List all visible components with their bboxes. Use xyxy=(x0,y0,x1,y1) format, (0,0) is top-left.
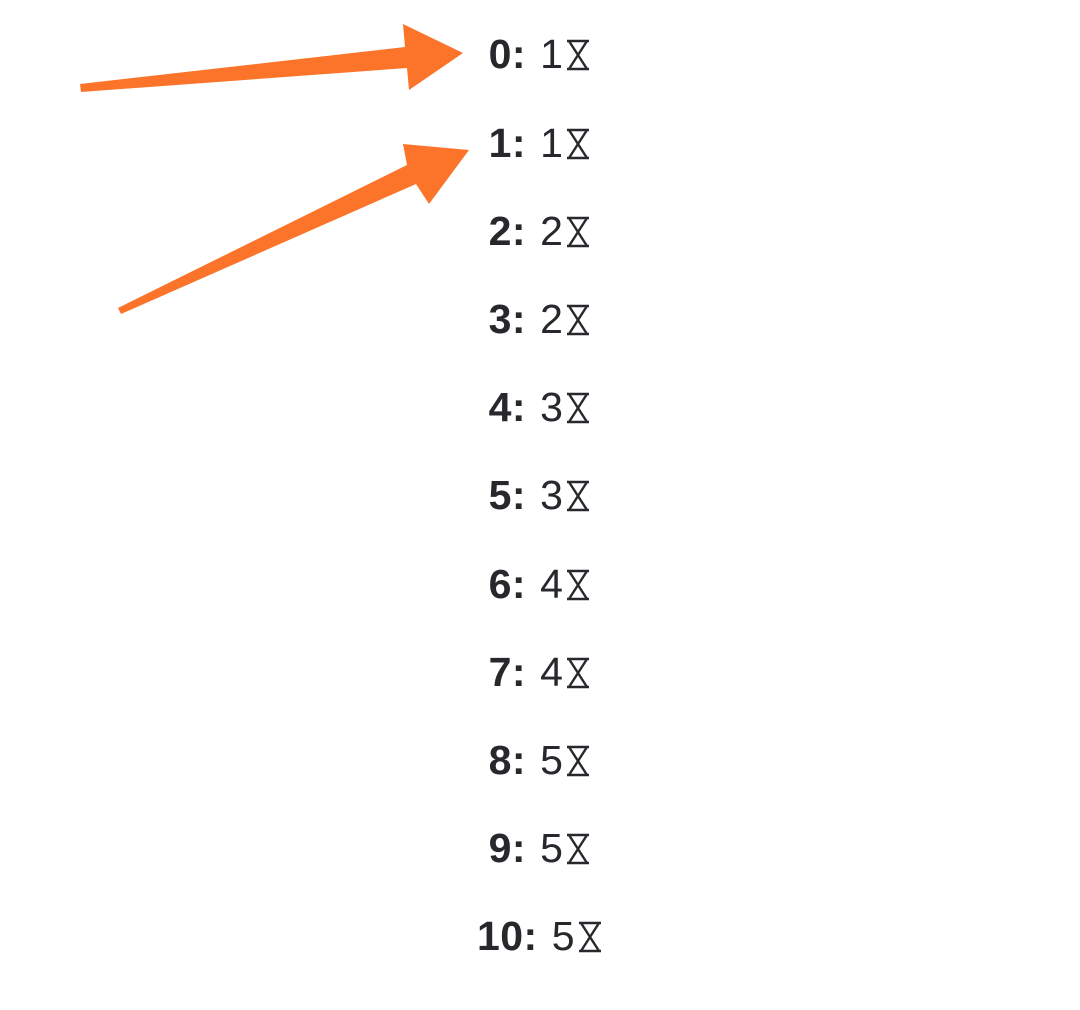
list-item: 7: 4 xyxy=(0,642,1080,702)
hourglass-icon xyxy=(565,657,591,689)
row-key: 5: xyxy=(488,471,527,518)
hourglass-icon xyxy=(565,216,591,248)
row-key: 10: xyxy=(476,912,538,959)
hourglass-icon xyxy=(565,392,591,424)
row-key: 4: xyxy=(488,383,527,430)
row-value: 4 xyxy=(540,560,564,607)
list-item: 6: 4 xyxy=(0,554,1080,614)
hourglass-icon xyxy=(565,39,591,71)
row-value: 2 xyxy=(540,207,564,254)
hourglass-icon xyxy=(577,921,603,953)
hourglass-icon xyxy=(565,304,591,336)
list-item: 3: 2 xyxy=(0,289,1080,349)
row-key: 1: xyxy=(488,119,527,166)
hourglass-icon xyxy=(565,480,591,512)
row-key: 7: xyxy=(488,648,527,695)
row-value: 1 xyxy=(540,30,564,77)
hourglass-icon xyxy=(565,569,591,601)
list-item: 2: 2 xyxy=(0,201,1080,261)
list-item: 4: 3 xyxy=(0,377,1080,437)
row-value: 5 xyxy=(540,824,564,871)
row-value: 1 xyxy=(540,119,564,166)
list-item: 9: 5 xyxy=(0,818,1080,878)
row-key: 2: xyxy=(488,207,527,254)
hourglass-icon xyxy=(565,128,591,160)
row-value: 3 xyxy=(540,471,564,518)
row-value: 2 xyxy=(540,295,564,342)
row-key: 0: xyxy=(488,30,527,77)
row-key: 3: xyxy=(488,295,527,342)
row-key: 8: xyxy=(488,736,527,783)
list-item: 1: 1 xyxy=(0,113,1080,173)
row-value: 5 xyxy=(540,736,564,783)
row-value: 5 xyxy=(551,912,576,959)
row-value: 4 xyxy=(540,648,564,695)
list-item: 0: 1 xyxy=(0,24,1080,84)
hourglass-icon xyxy=(565,833,591,865)
row-key: 6: xyxy=(488,560,527,607)
list-item: 5: 3 xyxy=(0,465,1080,525)
row-value: 3 xyxy=(540,383,564,430)
list-item: 10: 5 xyxy=(0,906,1080,966)
row-key: 9: xyxy=(488,824,527,871)
list-item: 8: 5 xyxy=(0,730,1080,790)
hourglass-icon xyxy=(565,745,591,777)
